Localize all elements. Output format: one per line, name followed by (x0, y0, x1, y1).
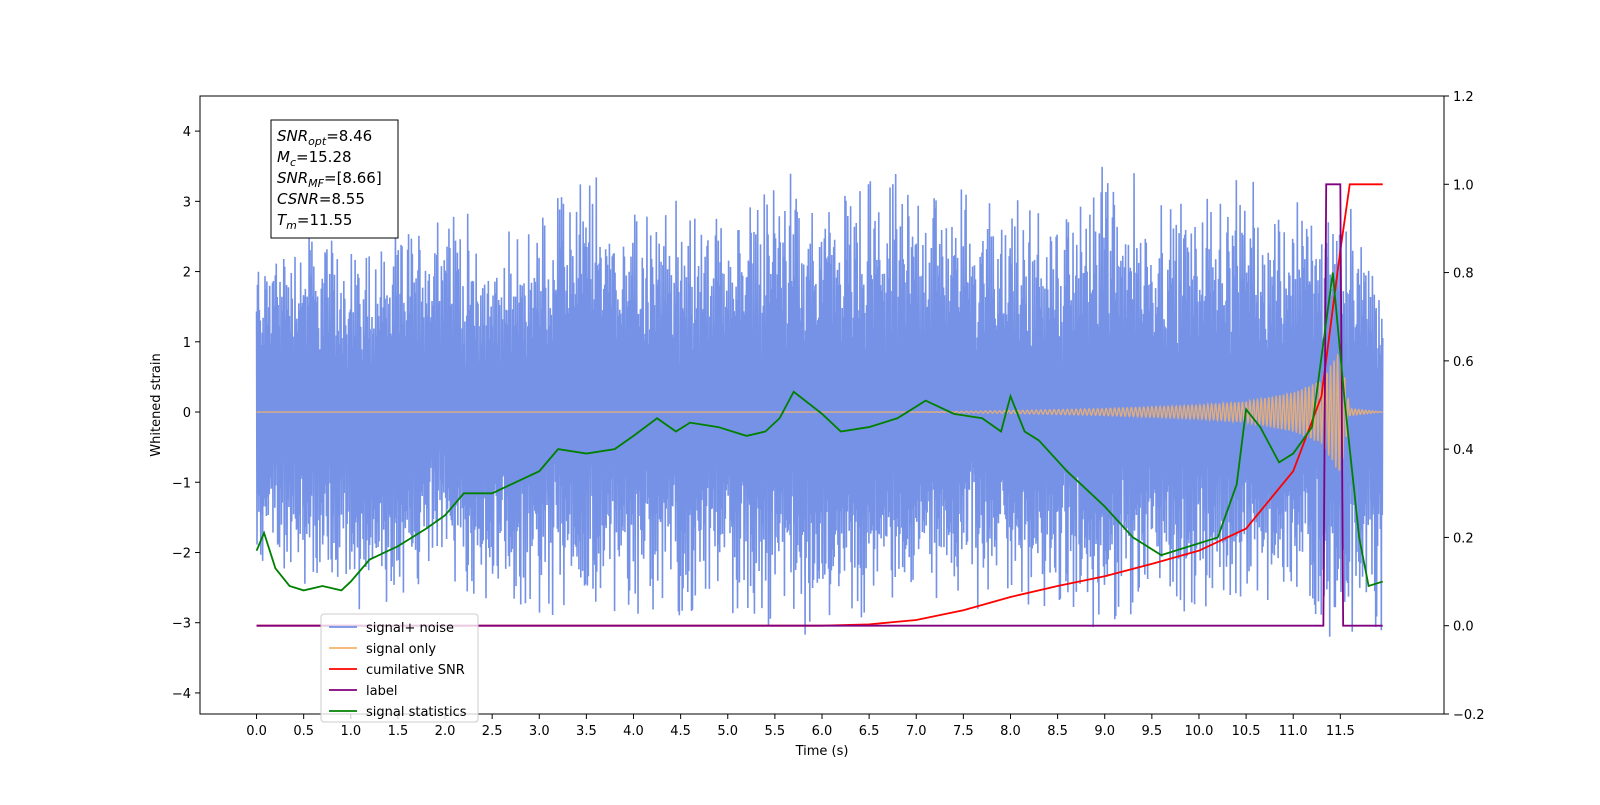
y-left-tick-label: 1 (183, 336, 191, 351)
y-left-tick-label: −2 (172, 546, 191, 561)
x-tick-label: 9.5 (1142, 724, 1163, 739)
x-tick-label: 1.5 (388, 724, 409, 739)
x-axis-label: Time (s) (795, 744, 849, 759)
x-tick-label: 1.0 (340, 724, 361, 739)
legend-label: signal+ noise (366, 621, 454, 636)
series-cumulative-snr-line (256, 183, 1383, 627)
x-tick-label: 2.5 (482, 724, 503, 739)
y-right-tick-label: −0.2 (1453, 708, 1485, 723)
annotation-line: CSNR=8.55 (277, 190, 365, 208)
x-tick-label: 9.0 (1094, 724, 1115, 739)
legend-label: label (366, 684, 397, 699)
x-tick-label: 7.0 (906, 724, 927, 739)
x-tick-label: 0.5 (293, 724, 314, 739)
x-tick-label: 10.5 (1232, 724, 1261, 739)
x-tick-label: 7.5 (953, 724, 974, 739)
annotation-line: SNRopt=8.46 (277, 127, 372, 148)
y-left-tick-label: −3 (172, 617, 191, 632)
y-axis-label: Whitened strain (149, 353, 164, 456)
x-tick-label: 3.5 (576, 724, 597, 739)
axes: 0.0 0.5 1.0 1.5 2.0 2.5 3.0 3.5 4.0 4.5 5.0 5.5 6.0 6… (172, 90, 1485, 739)
annotation-line: Tm=11.55 (277, 211, 352, 232)
series-label-line (256, 183, 1383, 627)
stats-annotation-box: SNRopt=8.46Mc=15.28SNRMF=[8.66]CSNR=8.55… (270, 119, 399, 239)
x-tick-label: 2.0 (435, 724, 456, 739)
plot-area (255, 166, 1384, 637)
annotation-line: SNRMF=[8.66] (277, 169, 382, 190)
x-tick-label: 11.5 (1326, 724, 1355, 739)
x-tick-label: 8.5 (1047, 724, 1068, 739)
y-left-tick-label: 0 (183, 406, 191, 421)
annotation-line: Mc=15.28 (277, 148, 352, 169)
x-tick-label: 10.0 (1184, 724, 1213, 739)
legend-frame (320, 613, 479, 723)
y-left-tick-label: 3 (183, 195, 191, 210)
x-tick-label: 4.0 (623, 724, 644, 739)
y-right-tick-label: 0.2 (1453, 531, 1474, 546)
annotation-frame (270, 119, 399, 239)
y-left-tick-label: 2 (183, 266, 191, 281)
y-right-tick-label: 1.2 (1453, 90, 1474, 105)
x-tick-label: 5.5 (765, 724, 786, 739)
x-tick-label: 11.0 (1279, 724, 1308, 739)
x-tick-label: 3.0 (529, 724, 550, 739)
y-left-tick-label: 4 (183, 125, 191, 140)
x-tick-label: 4.5 (670, 724, 691, 739)
legend-label: cumilative SNR (366, 663, 465, 678)
series-signal-plus-noise-line (255, 166, 1384, 637)
legend-label: signal only (366, 642, 436, 657)
y-left-tick-label: −1 (172, 476, 191, 491)
y-right-tick-label: 0.6 (1453, 355, 1474, 370)
series-signal-statistics-line (255, 272, 1384, 592)
x-tick-label: 8.0 (1000, 724, 1021, 739)
y-right-tick-label: 0.0 (1453, 620, 1474, 635)
x-tick-label: 0.0 (246, 724, 267, 739)
y-right-tick-label: 1.0 (1453, 178, 1474, 193)
legend: signal+ noise signal only cumilative SNR la… (320, 613, 479, 723)
y-left-tick-label: −4 (172, 687, 191, 702)
x-tick-label: 6.5 (859, 724, 880, 739)
y-right-tick-label: 0.8 (1453, 267, 1474, 282)
y-right-tick-label: 0.4 (1453, 443, 1474, 458)
x-tick-label: 5.0 (717, 724, 738, 739)
legend-label: signal statistics (366, 705, 467, 720)
x-tick-label: 6.0 (812, 724, 833, 739)
